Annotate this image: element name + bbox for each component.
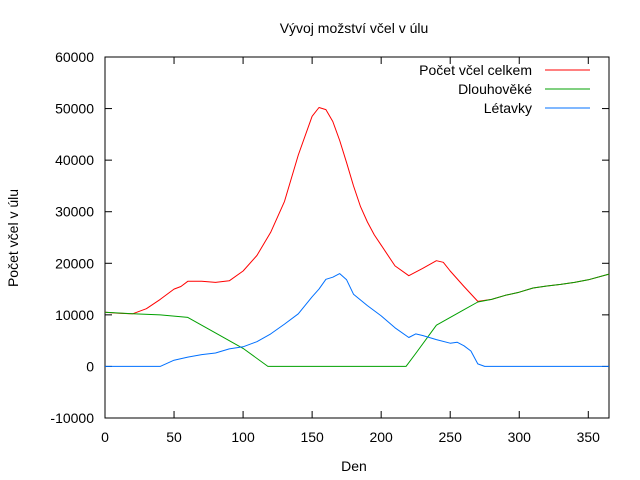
- y-tick-label: 30000: [55, 204, 94, 220]
- x-tick-label: 50: [166, 429, 182, 445]
- y-tick-label: 20000: [55, 255, 94, 271]
- legend-label: Létavky: [484, 100, 532, 116]
- y-axis-ticks: -10000 0 10000 20000 30000 40000 50000 60000: [50, 49, 609, 426]
- y-tick-label: 60000: [55, 49, 94, 65]
- y-tick-label: 40000: [55, 152, 94, 168]
- x-axis-label: Den: [341, 458, 367, 474]
- plot-frame: [104, 56, 610, 419]
- x-tick-label: 250: [439, 429, 463, 445]
- series-lines: [104, 107, 610, 367]
- chart-title: Vývoj možství včel v úlu: [280, 20, 429, 36]
- series-line-1: [104, 107, 610, 315]
- series-line-3: [105, 273, 609, 367]
- x-tick-label: 300: [508, 429, 532, 445]
- y-tick-label: 50000: [55, 101, 94, 117]
- x-tick-label: 100: [231, 429, 255, 445]
- legend-label: Počet včel celkem: [419, 62, 532, 78]
- x-tick-label: 150: [300, 429, 324, 445]
- x-tick-label: 350: [577, 429, 601, 445]
- x-tick-label: 200: [369, 429, 393, 445]
- series-line-2: [104, 273, 610, 367]
- legend-label: Dlouhověké: [458, 81, 532, 97]
- y-axis-label: Počet včel v úlu: [5, 189, 21, 287]
- legend: Počet včel celkem Dlouhověké Létavky: [419, 62, 590, 116]
- x-tick-label: 0: [101, 429, 109, 445]
- x-axis-ticks: 0 50 100 150 200 250 300 350: [101, 57, 600, 445]
- y-tick-label: 10000: [55, 307, 94, 323]
- y-tick-label: -10000: [50, 410, 94, 426]
- y-tick-label: 0: [86, 358, 94, 374]
